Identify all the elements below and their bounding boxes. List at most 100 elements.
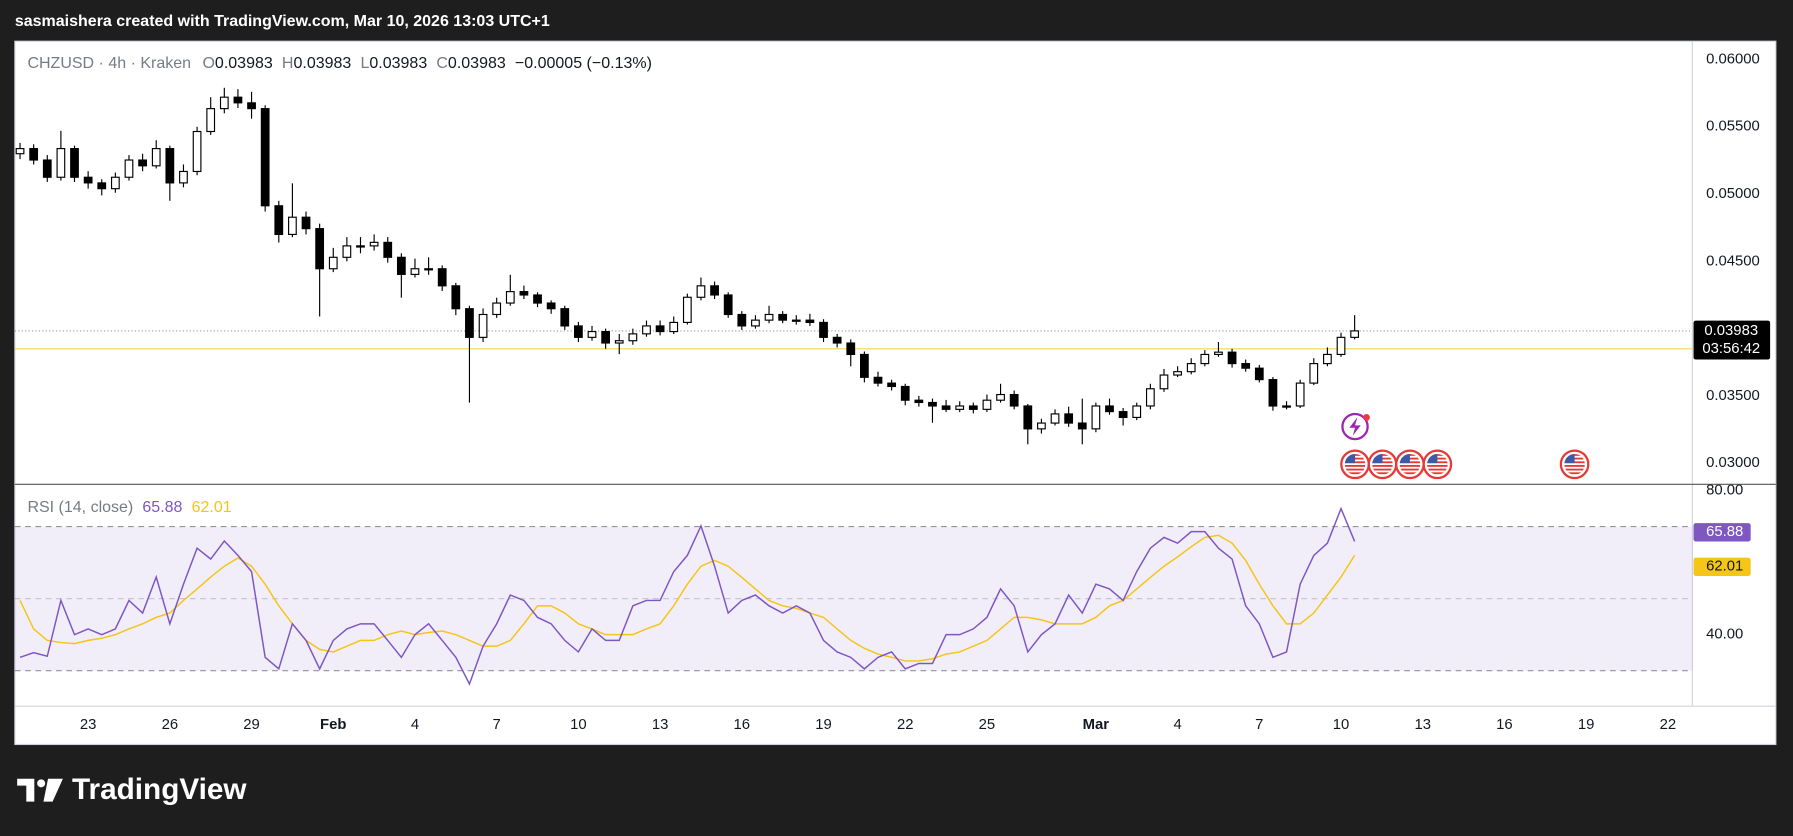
x-tick-label: 19 [1578, 717, 1595, 733]
candle-body [1159, 374, 1169, 390]
candle-body [328, 256, 338, 270]
candle-body [29, 148, 39, 161]
candle-body [42, 159, 52, 178]
candle-body [642, 325, 651, 335]
flag-canton [1372, 454, 1383, 464]
legend: CHZUSD · 4h · Kraken O0.03983 H0.03983 L0.0… [27, 55, 651, 72]
flag-stripe [1564, 464, 1585, 467]
candle-body [832, 336, 842, 344]
candle-body [138, 159, 147, 167]
flag-canton [1564, 454, 1575, 464]
x-tick-label: 4 [411, 717, 419, 733]
rsi-value-box [1693, 523, 1751, 542]
candle-body [83, 176, 93, 184]
event-flag [1422, 449, 1453, 480]
candle-body [914, 399, 924, 404]
x-tick-label: 10 [1333, 717, 1350, 733]
candle-body [410, 268, 420, 275]
x-tick-label: 13 [1414, 717, 1431, 733]
rsi-line [19, 506, 1356, 686]
candle-body [1105, 405, 1114, 413]
flag-inner [1564, 454, 1585, 475]
legend-value: 0.03983 [293, 55, 351, 72]
countdown-label: 03:56:42 [1702, 341, 1760, 357]
lightning-icon [1341, 412, 1370, 441]
legend-key: O [202, 55, 214, 72]
candle-body [723, 294, 733, 316]
candle-body [342, 245, 352, 258]
rsi-legend-value: 65.88 [142, 499, 182, 516]
candle-body [1227, 351, 1237, 365]
x-tick-label: 16 [734, 717, 751, 733]
flag-canton [1399, 454, 1410, 464]
last-price-box [1693, 320, 1771, 360]
candle-body [97, 182, 107, 190]
rsi-value-label: 62.01 [1706, 559, 1743, 575]
legend-key: C [436, 55, 448, 72]
flag-stripe [1344, 472, 1366, 475]
y-tick-label: 40.00 [1706, 627, 1743, 643]
candle-body [505, 291, 515, 304]
flag-inner [1427, 454, 1448, 475]
candle-body [1145, 388, 1155, 407]
candle-body [941, 405, 951, 410]
y-tick-label: 0.04500 [1706, 253, 1760, 269]
event-flag [1367, 449, 1398, 480]
x-tick-label: 19 [815, 717, 832, 733]
candle-body [124, 159, 134, 178]
rsi-value-label: 65.88 [1706, 524, 1743, 540]
legend-value: 0.03983 [448, 55, 506, 72]
candle-body [751, 319, 760, 327]
candle-body [1254, 367, 1264, 381]
candle-body [887, 382, 896, 388]
y-tick-label: 0.05000 [1706, 186, 1760, 202]
flag-stripe [1372, 464, 1393, 467]
candle-body [764, 313, 774, 321]
legend-change: −0.00005 (−0.13%) [515, 55, 652, 72]
candle-body [288, 216, 297, 236]
candle-body [1132, 405, 1142, 418]
candle-body [519, 291, 529, 296]
x-tick-label: 26 [162, 717, 179, 733]
candle-body [233, 96, 243, 104]
candle-body [192, 130, 202, 173]
candle-body [696, 285, 706, 298]
flag-inner [1344, 454, 1366, 475]
y-tick-label: 0.05500 [1706, 119, 1760, 135]
candle-body [1309, 363, 1319, 384]
candle-body [1350, 330, 1360, 338]
candle-body [900, 385, 910, 401]
x-tick-label: Feb [320, 717, 346, 733]
candle-body [1295, 382, 1305, 407]
event-flag [1559, 449, 1590, 480]
candle-body [179, 170, 188, 184]
candle-body [383, 241, 393, 258]
candle-body [165, 148, 175, 184]
candle-body [110, 176, 120, 190]
candle-body [206, 108, 216, 133]
candle-body [1009, 393, 1019, 407]
x-tick-label: 23 [80, 717, 97, 733]
x-tick-label: 10 [570, 717, 587, 733]
candle-body [1186, 363, 1196, 373]
candle-body [151, 148, 161, 167]
candle-body [710, 285, 719, 296]
event-icons [1341, 412, 1370, 441]
candle-body [1282, 405, 1291, 408]
x-tick-label: 13 [652, 717, 669, 733]
x-tick-label: 22 [1660, 717, 1677, 733]
candle-body [219, 96, 229, 110]
x-tick-label: 7 [493, 717, 501, 733]
candle-body [1037, 422, 1046, 430]
candle-body [628, 333, 638, 342]
candle-body [396, 256, 406, 275]
y-tick-label: 0.06000 [1706, 51, 1760, 67]
candle-body [437, 268, 447, 287]
candle-body [1064, 413, 1074, 424]
candle-body [533, 294, 542, 304]
rsi-title: RSI (14, close) [27, 499, 133, 516]
candle-body [1173, 371, 1182, 376]
x-tick-label: Mar [1083, 717, 1110, 733]
flag-stripe [1564, 472, 1585, 475]
candle-body [859, 353, 869, 378]
